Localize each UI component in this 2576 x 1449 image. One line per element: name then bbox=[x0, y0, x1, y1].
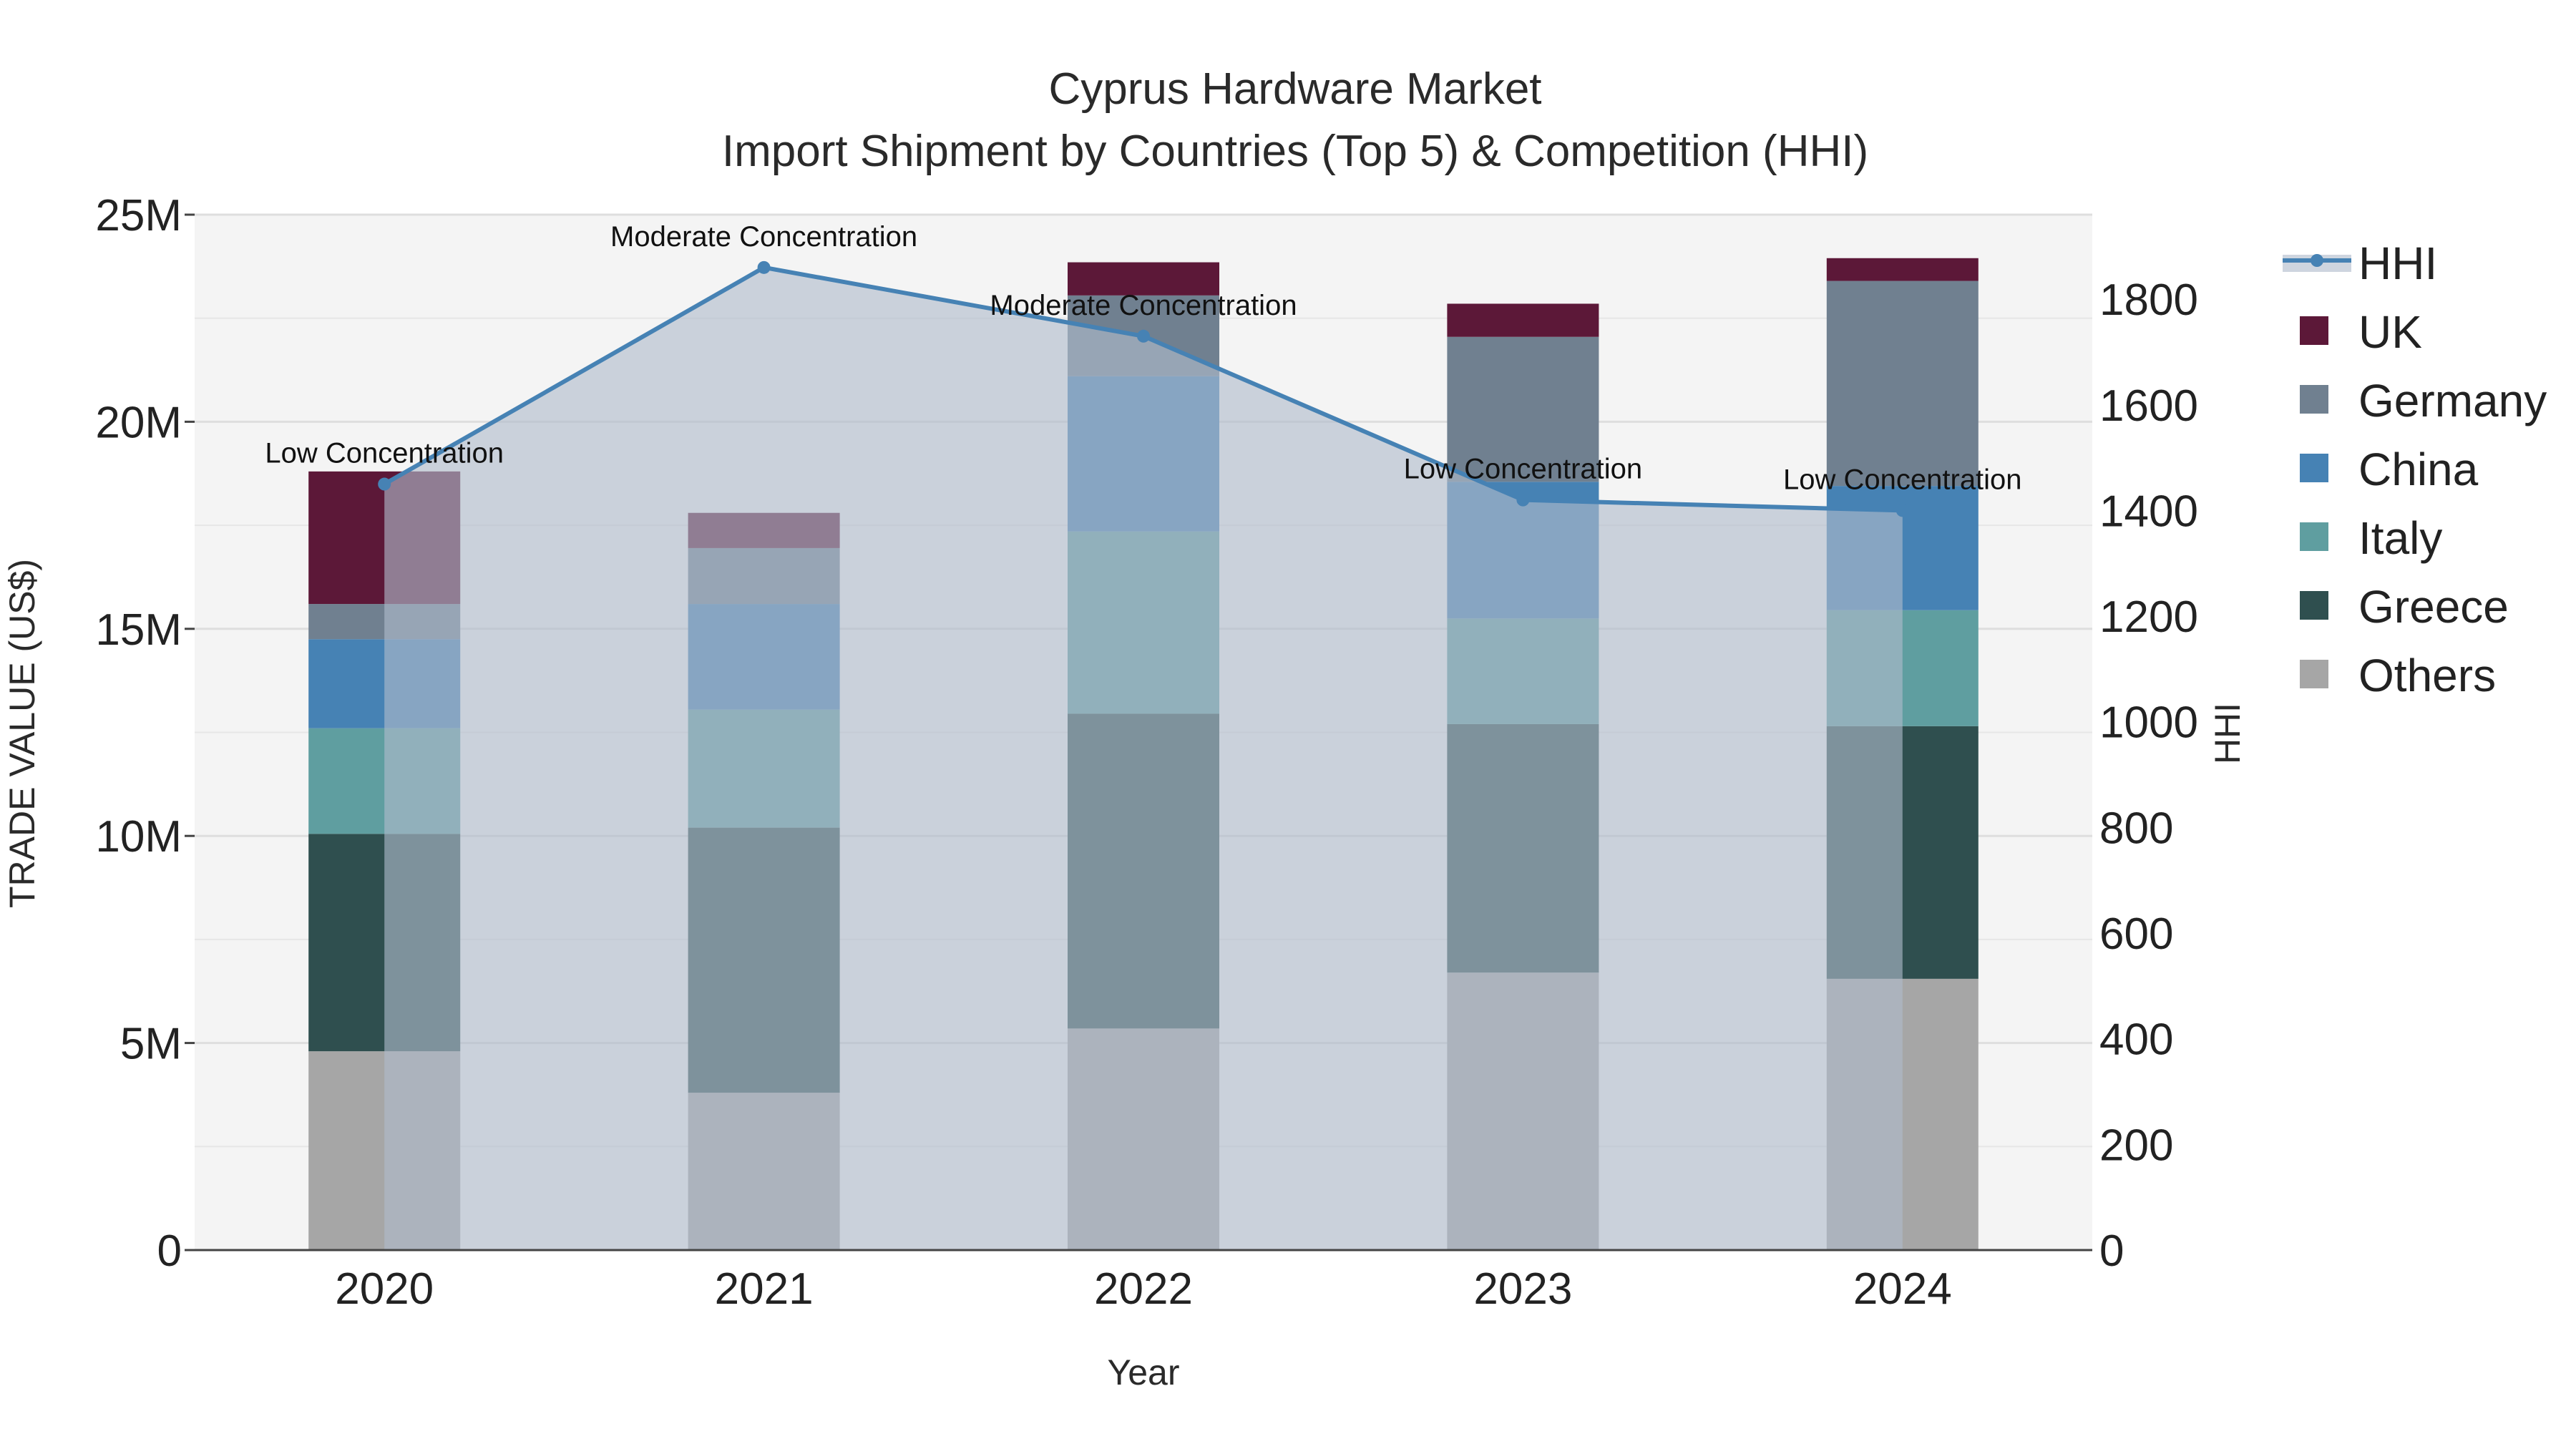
y-tick-label: 0 bbox=[157, 1226, 182, 1276]
x-axis-ticks: 2020 2021 2022 2023 2024 bbox=[335, 1264, 1952, 1314]
y-axis-ticks: 0 5M 10M 15M 20M 25M bbox=[95, 191, 195, 1276]
y2-tick-label: 600 bbox=[2099, 909, 2173, 959]
y-tick-label: 10M bbox=[95, 812, 182, 862]
y2-tick-label: 1000 bbox=[2099, 698, 2198, 748]
legend-swatch-hhi-marker bbox=[2311, 254, 2323, 267]
legend-swatch-germany bbox=[2300, 385, 2328, 414]
legend-swatch-greece bbox=[2300, 591, 2328, 620]
hhi-point-2021 bbox=[757, 260, 771, 274]
y-axis-label: TRADE VALUE (US$) bbox=[2, 559, 42, 908]
bar-uk-2023 bbox=[1447, 303, 1599, 337]
hhi-point-2020 bbox=[378, 477, 391, 491]
hhi-annotation: Low Concentration bbox=[1404, 454, 1643, 485]
legend-label-china: China bbox=[2358, 444, 2479, 495]
y2-tick-label: 1800 bbox=[2099, 275, 2198, 325]
y2-tick-label: 800 bbox=[2099, 804, 2173, 853]
y-tick-label: 25M bbox=[95, 191, 182, 240]
x-tick-label: 2024 bbox=[1853, 1264, 1952, 1314]
y-tick-label: 5M bbox=[120, 1020, 182, 1069]
y2-tick-label: 1400 bbox=[2099, 487, 2198, 536]
hhi-point-2022 bbox=[1137, 329, 1150, 343]
legend-label-hhi: HHI bbox=[2358, 238, 2437, 289]
bar-germany-2024 bbox=[1826, 280, 1979, 487]
y-tick-label: 15M bbox=[95, 605, 182, 655]
x-tick-label: 2021 bbox=[715, 1264, 814, 1314]
chart-subtitle: Import Shipment by Countries (Top 5) & C… bbox=[722, 127, 1868, 176]
hhi-annotations: Low Concentration Moderate Concentration M… bbox=[265, 221, 2021, 496]
legend-swatch-uk bbox=[2300, 316, 2328, 345]
legend-label-others: Others bbox=[2358, 650, 2496, 701]
legend-label-germany: Germany bbox=[2358, 375, 2547, 426]
bar-germany-2023 bbox=[1447, 336, 1599, 482]
bar-uk-2024 bbox=[1826, 258, 1979, 281]
y2-tick-label: 0 bbox=[2099, 1226, 2124, 1276]
y2-tick-label: 1600 bbox=[2099, 381, 2198, 431]
y2-tick-label: 1200 bbox=[2099, 592, 2198, 642]
legend-swatch-italy bbox=[2300, 522, 2328, 551]
hhi-line bbox=[378, 260, 1909, 517]
hhi-area-fill bbox=[384, 267, 1903, 1250]
hhi-area bbox=[384, 267, 1903, 1250]
hhi-point-2024 bbox=[1896, 504, 1909, 517]
hhi-annotation: Low Concentration bbox=[265, 438, 504, 469]
legend-swatch-others bbox=[2300, 660, 2328, 688]
legend-label-italy: Italy bbox=[2358, 512, 2442, 564]
x-axis-label: Year bbox=[1107, 1352, 1179, 1392]
y2-tick-label: 400 bbox=[2099, 1015, 2173, 1065]
y2-axis-label: HHI bbox=[2207, 703, 2248, 764]
hhi-point-2023 bbox=[1516, 493, 1530, 507]
hhi-annotation: Moderate Concentration bbox=[610, 221, 917, 253]
legend-swatch-china bbox=[2300, 454, 2328, 482]
y-tick-label: 20M bbox=[95, 398, 182, 447]
x-tick-label: 2020 bbox=[335, 1264, 434, 1314]
y2-tick-label: 200 bbox=[2099, 1121, 2173, 1170]
bar-uk-2022 bbox=[1068, 262, 1219, 296]
legend: HHI UK Germany China Italy Greece Others bbox=[2283, 238, 2547, 701]
x-tick-label: 2022 bbox=[1094, 1264, 1193, 1314]
chart-title: Cyprus Hardware Market bbox=[1048, 64, 1541, 114]
legend-label-greece: Greece bbox=[2358, 581, 2509, 633]
legend-label-uk: UK bbox=[2358, 306, 2422, 358]
x-tick-label: 2023 bbox=[1473, 1264, 1572, 1314]
hhi-annotation: Moderate Concentration bbox=[990, 290, 1297, 321]
y2-axis-ticks: 0 200 400 600 800 1000 1200 1400 1600 1800 bbox=[2099, 275, 2198, 1276]
hhi-annotation: Low Concentration bbox=[1783, 464, 2022, 495]
